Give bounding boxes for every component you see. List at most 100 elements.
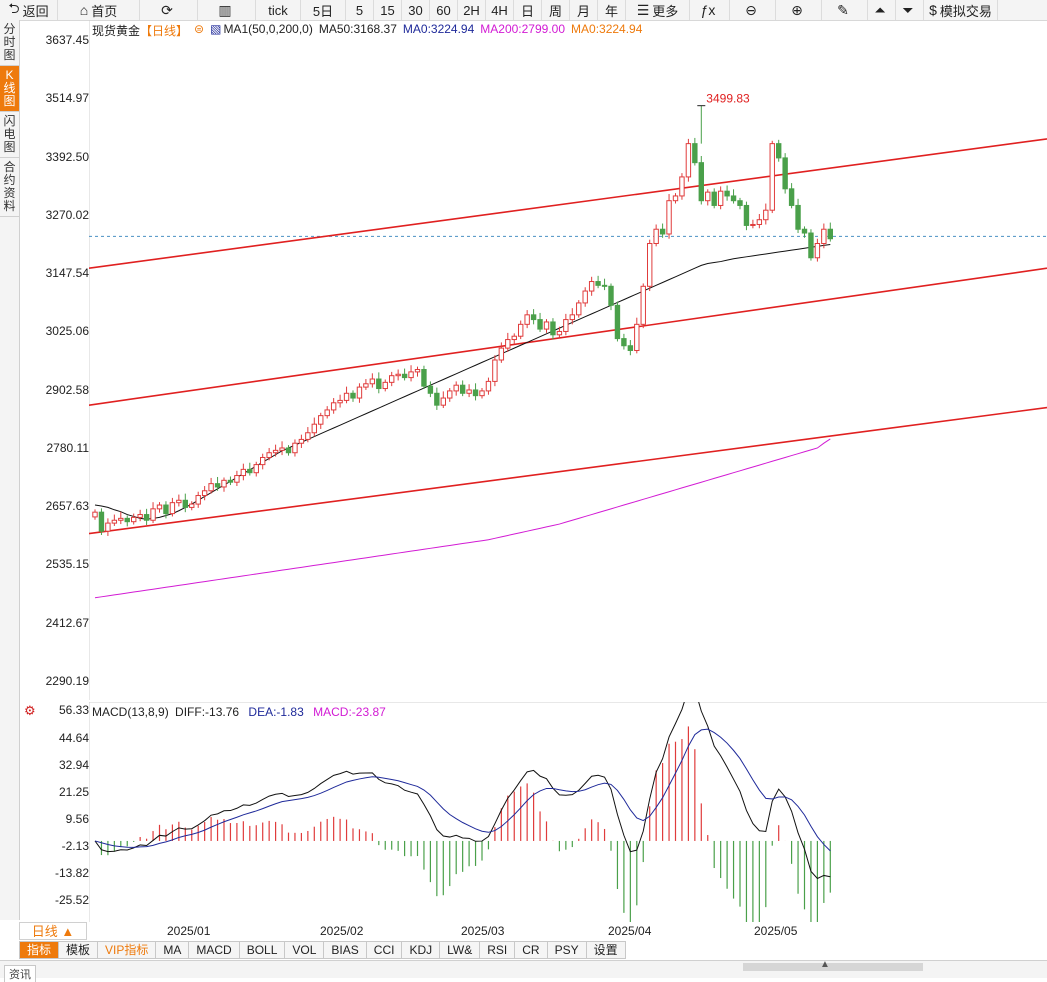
candle-body — [214, 483, 221, 488]
indicator-2[interactable]: VIP指标 — [98, 941, 157, 959]
candle-body — [240, 468, 247, 477]
top-toolbar: ⮌ 返回 ⌂ 首页 ⟳ ▥ tick 5日 5 15 30 60 2H 4H 日周月年 ☰ 更多 ƒx ⊖ ⊕ ✎ ⏶ ⏷ $… — [0, 0, 1047, 21]
toolbar-label: 更多 — [652, 3, 679, 19]
side-tab-2[interactable]: 闪电图 — [0, 112, 19, 158]
side-tab-3[interactable]: 合约资料 — [0, 158, 19, 217]
ma-indicator-icon: ▧ — [210, 22, 222, 36]
candle-body — [763, 209, 769, 221]
toolbar-btn-4[interactable]: tick — [256, 0, 301, 20]
candle-body — [730, 195, 737, 202]
toolbar-dollar-23[interactable]: $ 模拟交易 — [924, 0, 998, 20]
toolbar-btn-12[interactable]: 日 — [514, 0, 542, 20]
home-icon: ⌂ — [79, 2, 89, 18]
candle-body — [698, 162, 704, 202]
toolbar-btn-15[interactable]: 年 — [598, 0, 626, 20]
toolbar-zoom-in-19[interactable]: ⊕ — [776, 0, 822, 20]
price-tick-label: 2780.11 — [46, 440, 90, 455]
toolbar-btn-10[interactable]: 2H — [458, 0, 486, 20]
indicator-9[interactable]: KDJ — [402, 941, 441, 959]
candle-body — [821, 228, 827, 244]
toolbar-triangle-up-21[interactable]: ⏶ — [868, 0, 896, 20]
legend-ma1: MA1(50,0,200,0) — [223, 22, 313, 36]
candle-body — [563, 319, 569, 332]
indicator-12[interactable]: CR — [515, 941, 548, 959]
candle-body — [595, 281, 601, 286]
toolbar-zoom-out-18[interactable]: ⊖ — [730, 0, 776, 20]
candle-body — [337, 399, 343, 404]
candle-body — [582, 290, 588, 304]
indicator-7[interactable]: BIAS — [324, 941, 367, 959]
ma200-line — [94, 438, 831, 599]
scroll-thumb[interactable] — [743, 963, 923, 971]
candle-body — [530, 314, 537, 321]
candle-body — [298, 438, 305, 444]
toolbar-btn-14[interactable]: 月 — [570, 0, 598, 20]
toolbar-home-1[interactable]: ⌂ 首页 — [58, 0, 140, 20]
indicator-5[interactable]: BOLL — [239, 941, 286, 959]
macd-chart[interactable] — [89, 702, 1047, 922]
toolbar-btn-11[interactable]: 4H — [486, 0, 514, 20]
toolbar-btn-5[interactable]: 5日 — [301, 0, 346, 20]
toolbar-formula-17[interactable]: ƒx — [690, 0, 730, 20]
candle-body — [705, 191, 711, 202]
candle-body — [472, 389, 479, 397]
candle-body — [292, 442, 298, 454]
legend-ma50: MA50:3168.37 — [318, 22, 397, 36]
date-label: 2025/03 — [461, 924, 505, 938]
toolbar-label: 30 — [408, 2, 423, 18]
chart-icon: ▥ — [218, 1, 232, 18]
zoom-in-icon: ⊕ — [791, 1, 803, 18]
legend-period: 【日线】 — [140, 24, 189, 38]
macd-tick-label: -2.13 — [61, 838, 89, 853]
candle-body — [479, 390, 485, 397]
toolbar-arrow-left-0[interactable]: ⮌ 返回 — [0, 0, 58, 20]
price-tick-label: 3270.02 — [45, 207, 89, 222]
settings-icon[interactable]: ⊜ — [194, 22, 205, 36]
toolbar-pen-20[interactable]: ✎ — [822, 0, 868, 20]
indicator-14[interactable]: 设置 — [586, 941, 626, 959]
indicator-13[interactable]: PSY — [547, 941, 587, 959]
toolbar-chart-3[interactable]: ▥ — [198, 0, 256, 20]
indicator-6[interactable]: VOL — [285, 941, 325, 959]
toolbar-label: 60 — [436, 2, 451, 18]
date-label: 2025/01 — [167, 924, 211, 938]
macd-value: MACD:-23.87 — [313, 705, 386, 719]
channel-line-0 — [89, 406, 1047, 535]
side-tab-0[interactable]: 分时图 — [0, 20, 19, 66]
toolbar-refresh-2[interactable]: ⟳ — [140, 0, 198, 20]
indicator-0[interactable]: 指标 — [19, 941, 60, 959]
candle-body — [556, 330, 563, 336]
macd-diff-line — [94, 702, 831, 880]
price-chart[interactable]: 3499.83 — [89, 20, 1047, 700]
candle-body — [447, 390, 453, 399]
candle-body — [537, 319, 543, 330]
price-tick-label: 3147.54 — [45, 266, 89, 281]
candle-body — [350, 392, 356, 399]
toolbar-btn-6[interactable]: 5 — [346, 0, 374, 20]
toolbar-label: 周 — [548, 3, 562, 19]
toolbar-menu-16[interactable]: ☰ 更多 — [626, 0, 690, 20]
candle-body — [285, 447, 292, 454]
indicator-10[interactable]: LW& — [440, 941, 481, 959]
macd-settings-icon[interactable]: ⚙ — [24, 703, 36, 718]
indicator-4[interactable]: MACD — [189, 941, 240, 959]
toolbar-btn-8[interactable]: 30 — [402, 0, 430, 20]
indicator-3[interactable]: MA — [156, 941, 190, 959]
period-button[interactable]: 日线 ▲ — [19, 922, 87, 940]
toolbar-btn-13[interactable]: 周 — [542, 0, 570, 20]
indicator-8[interactable]: CCI — [366, 941, 403, 959]
news-tab[interactable]: 资讯 — [4, 965, 36, 982]
indicator-11[interactable]: RSI — [480, 941, 516, 959]
toolbar-label: 日 — [520, 3, 534, 19]
toolbar-btn-9[interactable]: 60 — [430, 0, 458, 20]
side-tab-1[interactable]: K线图 — [0, 66, 19, 112]
candle-body — [272, 449, 279, 454]
scroll-up-icon[interactable]: ▲ — [820, 959, 830, 970]
candle-body — [421, 369, 427, 387]
candle-body — [208, 483, 214, 492]
candle-body — [608, 285, 614, 306]
indicator-1[interactable]: 模板 — [59, 941, 99, 959]
toolbar-triangle-down-22[interactable]: ⏷ — [896, 0, 924, 20]
candle-body — [601, 284, 608, 287]
toolbar-btn-7[interactable]: 15 — [374, 0, 402, 20]
